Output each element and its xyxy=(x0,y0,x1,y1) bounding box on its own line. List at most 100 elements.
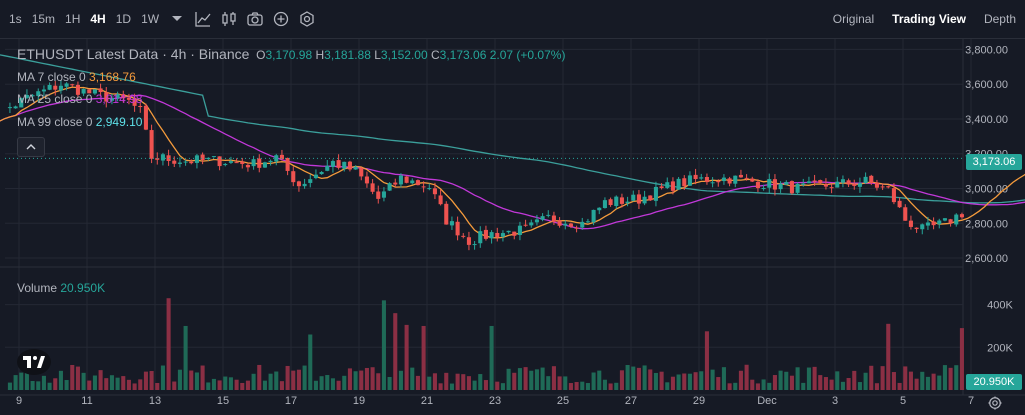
candle-body xyxy=(534,219,539,223)
volume-bar xyxy=(172,381,177,390)
volume-bar xyxy=(823,377,828,390)
interval-15m[interactable]: 15m xyxy=(31,12,56,26)
volume-bar xyxy=(914,378,919,390)
volume-bar xyxy=(449,383,454,390)
view-trading-view[interactable]: Trading View xyxy=(892,12,966,26)
candle-body xyxy=(614,196,619,207)
chart-settings-button[interactable] xyxy=(988,396,1002,415)
volume-bar xyxy=(920,371,925,390)
candle-body xyxy=(427,188,432,190)
volume-bar xyxy=(149,371,154,390)
volume-bar xyxy=(336,380,341,390)
volume-bar xyxy=(767,382,772,390)
candle-body xyxy=(398,175,403,185)
view-original[interactable]: Original xyxy=(832,12,875,26)
candle-body xyxy=(778,183,783,190)
legend-volume[interactable]: Volume 20.950K xyxy=(17,281,105,295)
volume-bar xyxy=(115,377,120,390)
candle-body xyxy=(308,179,313,183)
candle-body xyxy=(591,209,596,223)
volume-bar xyxy=(761,379,766,390)
volume-bar xyxy=(109,375,114,390)
candle-body xyxy=(370,183,375,192)
time-tick-label: 25 xyxy=(557,395,569,407)
interval-1h[interactable]: 1H xyxy=(65,12,81,26)
volume-bar xyxy=(24,371,29,390)
volume-bar xyxy=(704,331,709,390)
volume-bar xyxy=(631,366,636,390)
price-tick-label: 2,600.00 xyxy=(965,253,1008,265)
candle-body xyxy=(829,187,834,189)
volume-bar xyxy=(143,371,148,390)
candle-body xyxy=(806,181,811,184)
candle-body xyxy=(353,166,358,170)
close-key: C xyxy=(430,48,440,62)
view-depth[interactable]: Depth xyxy=(983,12,1016,26)
time-tick-label: 15 xyxy=(217,395,229,407)
volume-bar xyxy=(393,313,398,390)
collapse-legend-button[interactable] xyxy=(17,137,45,157)
candles-icon[interactable] xyxy=(216,6,242,32)
volume-bar xyxy=(563,376,568,390)
candle-body xyxy=(483,229,488,239)
candle-body xyxy=(795,183,800,193)
candle-body xyxy=(563,223,568,226)
time-tick-label: 13 xyxy=(149,395,161,407)
candle-body xyxy=(512,231,517,236)
legend-ma25[interactable]: MA 25 close 0 3,014.98 xyxy=(17,92,142,106)
candle-body xyxy=(359,167,364,177)
candle-body xyxy=(166,155,171,161)
volume-bar xyxy=(959,328,964,390)
interval-1w[interactable]: 1W xyxy=(141,12,160,26)
volume-bar xyxy=(444,372,449,390)
candle-body xyxy=(194,155,199,163)
time-tick-label: Dec xyxy=(757,395,777,407)
candle-body xyxy=(954,214,959,225)
volume-bar xyxy=(200,365,205,390)
candle-body xyxy=(744,177,749,179)
volume-bar xyxy=(744,364,749,390)
candle-body xyxy=(874,182,879,188)
candle-body xyxy=(840,179,845,183)
interval-1d[interactable]: 1D xyxy=(115,12,132,26)
gear-icon[interactable] xyxy=(294,6,320,32)
chevron-down-icon[interactable] xyxy=(164,6,190,32)
volume-bar xyxy=(381,300,386,390)
volume-bar xyxy=(931,373,936,390)
price-chart[interactable]: 3,800.003,600.003,400.003,200.003,000.00… xyxy=(0,39,1025,413)
volume-bar xyxy=(755,383,760,390)
low-key: L xyxy=(374,48,381,62)
candle-body xyxy=(682,178,687,187)
volume-bar xyxy=(7,382,12,390)
volume-bar xyxy=(98,370,103,390)
volume-bar xyxy=(279,381,284,390)
candle-body xyxy=(92,89,97,94)
volume-bar xyxy=(234,379,239,390)
candle-body xyxy=(699,177,704,179)
camera-icon[interactable] xyxy=(242,6,268,32)
volume-bar xyxy=(53,378,58,390)
indicator-icon[interactable] xyxy=(190,6,216,32)
candle-body xyxy=(489,232,494,239)
interval-1s[interactable]: 1s xyxy=(9,12,22,26)
volume-bar xyxy=(716,377,721,390)
candle-body xyxy=(959,214,964,218)
candle-body xyxy=(812,180,817,182)
volume-bar xyxy=(591,372,596,390)
candle-body xyxy=(863,176,868,183)
legend-ma7[interactable]: MA 7 close 0 3,168.76 xyxy=(17,70,136,84)
ma7-value: 3,168.76 xyxy=(89,70,136,84)
volume-bar xyxy=(19,372,24,390)
volume-bar xyxy=(466,376,471,390)
candle-body xyxy=(126,97,131,100)
time-tick-label: 11 xyxy=(81,395,92,407)
interval-4h[interactable]: 4H xyxy=(90,12,106,26)
symbol-title: ETHUSDT Latest Data · 4h · Binance xyxy=(17,46,250,62)
volume-bar xyxy=(772,375,777,390)
candle-body xyxy=(676,178,681,190)
legend-ma99[interactable]: MA 99 close 0 2,949.10 xyxy=(17,115,142,129)
candle-body xyxy=(835,181,840,188)
volume-bar xyxy=(347,368,352,390)
plus-circle-icon[interactable] xyxy=(268,6,294,32)
candle-body xyxy=(325,165,330,171)
